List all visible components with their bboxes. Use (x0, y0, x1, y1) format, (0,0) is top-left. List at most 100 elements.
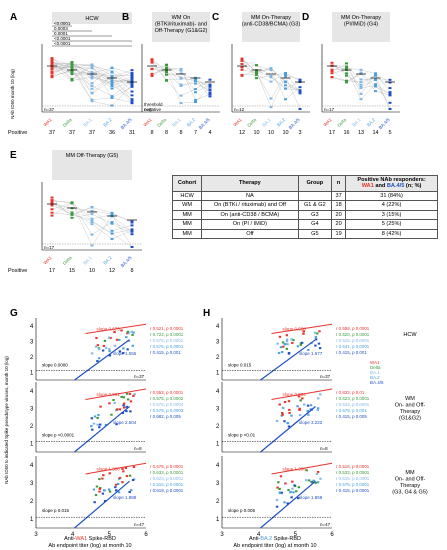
data-point (240, 66, 244, 69)
scatter-point (130, 489, 133, 492)
data-point (50, 76, 54, 79)
row-label: WM (405, 396, 415, 402)
regression-line-ba45 (260, 339, 316, 381)
scatter-point (302, 332, 305, 335)
scatter-point (285, 340, 289, 343)
scatter-point (133, 393, 136, 396)
scatter-point (132, 466, 136, 469)
data-point (110, 237, 114, 240)
data-point (90, 84, 94, 87)
data-point (110, 74, 114, 77)
subject-line (241, 59, 301, 99)
data-point (330, 68, 334, 71)
data-point (208, 83, 212, 86)
scatter-point (281, 341, 285, 344)
scatter-point (284, 343, 287, 346)
scatter-point (291, 487, 294, 490)
regression-line-wa1 (271, 462, 333, 475)
scatter-point (107, 488, 111, 491)
data-point (90, 233, 94, 236)
data-point (269, 67, 273, 70)
n-label: n=37 (44, 107, 55, 112)
stat-label: r 0.515, p 0.0001 (150, 482, 184, 487)
slope-label-threshold: slope p <0.0001 (42, 433, 75, 438)
x-axis-label: Anti-BA.2 Spike-RBD (249, 536, 301, 542)
data-point (150, 72, 154, 75)
y-tick-label: 3 (30, 406, 34, 412)
data-point (50, 211, 54, 214)
data-point (284, 87, 287, 90)
data-point (70, 216, 74, 219)
data-point (165, 71, 168, 74)
col-n: n (331, 175, 347, 192)
positive-count: 36 (109, 130, 115, 136)
regression-line-ba45 (74, 480, 130, 529)
scatter-point (97, 413, 100, 416)
scatter-point (297, 486, 301, 489)
data-point (194, 91, 197, 94)
scatter-point (314, 481, 317, 484)
positive-count: 15 (69, 268, 75, 274)
scatter-point (288, 408, 291, 411)
scatter-point (314, 336, 318, 339)
y-tick-label: 4 (216, 389, 220, 395)
scatter-point (306, 409, 309, 412)
cell: MM (171, 228, 203, 239)
cell: G3 (297, 209, 333, 221)
scatter-point (299, 399, 302, 402)
scatter-point (298, 408, 301, 411)
scatter-point (101, 477, 104, 480)
scatter-point (94, 494, 98, 497)
scatter-point (114, 489, 118, 492)
scatter-point (127, 339, 131, 342)
positive-count: 4 (208, 130, 211, 136)
data-point (269, 74, 273, 77)
data-point (179, 68, 183, 71)
scatter-point (306, 404, 310, 407)
cell: MM (171, 209, 203, 221)
n-label: n=17 (324, 107, 335, 112)
data-point (90, 219, 94, 222)
data-point (359, 85, 363, 88)
data-point (208, 78, 212, 81)
scatter-point (287, 400, 291, 403)
data-point (345, 65, 348, 68)
x-tick-label: BA.4/5 (120, 117, 133, 130)
data-point (70, 79, 74, 82)
scatter-point (302, 403, 306, 406)
scatter-point (285, 334, 289, 337)
stat-label: r 0.722, p 0.0001 (150, 332, 184, 337)
y-tick-label: 1 (30, 517, 34, 523)
scatter-point (314, 338, 318, 341)
scatter-point (118, 408, 122, 411)
data-point (194, 98, 197, 101)
scatter-point (283, 420, 286, 423)
stat-label: r 0.521, p 0.0001 (150, 326, 184, 331)
scatter-point (287, 425, 291, 428)
scatter-point (297, 395, 301, 398)
panel-letter-B: B (122, 12, 129, 23)
scatter-point (110, 413, 113, 416)
data-point (255, 73, 258, 76)
threshold-label: threshold (144, 102, 163, 107)
x-axis-label-part: WA1 (75, 536, 87, 542)
scatter-point (98, 423, 102, 426)
data-point (179, 85, 183, 88)
stat-label: r 0.633, p 0.0001 (336, 402, 370, 407)
scatter-point (125, 410, 128, 413)
col-positive-pct: (n; %) (404, 183, 422, 190)
data-point (179, 69, 183, 72)
scatter-point (296, 345, 300, 348)
scatter-point (90, 352, 94, 355)
data-point (70, 211, 74, 214)
scatter-point (296, 405, 299, 408)
data-point (255, 71, 258, 74)
data-point (269, 80, 273, 83)
scatter-point (276, 342, 279, 345)
scatter-point (124, 466, 128, 469)
data-point (50, 64, 54, 67)
regression-line-wa1 (85, 462, 147, 475)
y-tick-label: 1 (216, 517, 220, 523)
scatter-point (316, 481, 320, 484)
positive-label: Positive (8, 130, 27, 136)
